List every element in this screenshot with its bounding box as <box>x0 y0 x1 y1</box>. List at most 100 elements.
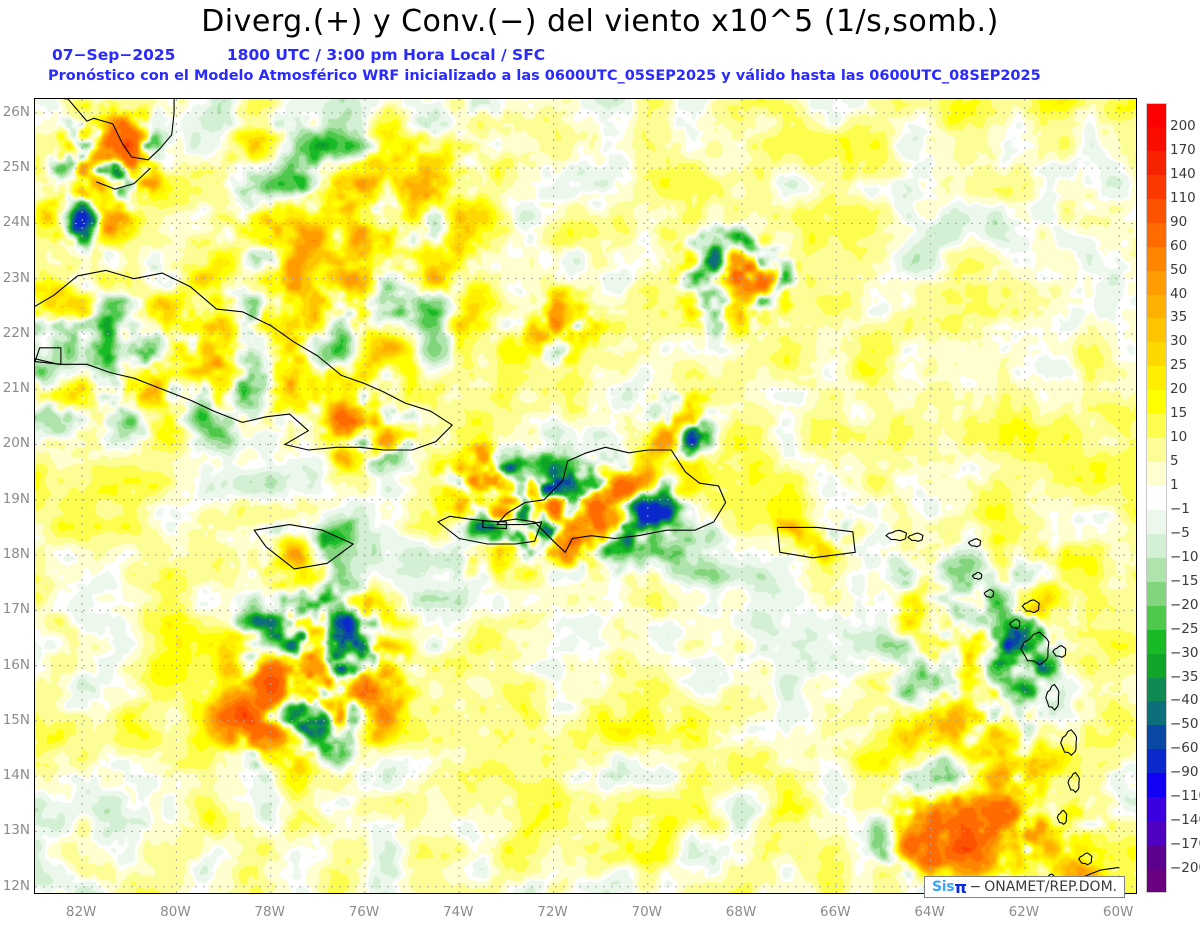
colorbar-tick-9: 30 <box>1170 333 1188 350</box>
colorbar-tick-4: 90 <box>1170 213 1188 230</box>
watermark-sis-text: Sis <box>932 879 955 895</box>
colorbar-tick-2: 140 <box>1170 165 1196 182</box>
lat-tick-13N: 13N <box>2 822 30 839</box>
coastline-florida-keys <box>96 167 151 190</box>
colorbar-tick-1: 170 <box>1170 141 1196 158</box>
colorbar-tick-5: 60 <box>1170 237 1188 254</box>
colorbar-cell-26 <box>1146 725 1167 750</box>
colorbar-tick-31: −200 <box>1170 860 1200 877</box>
lon-tick-76W: 76W <box>348 904 380 920</box>
colorbar-tick-26: −60 <box>1170 740 1199 757</box>
lat-tick-25N: 25N <box>2 159 30 176</box>
coastline-cuba <box>35 269 453 451</box>
colorbar-cell-19 <box>1146 557 1167 582</box>
page-title: Diverg.(+) y Conv.(−) del viento x10^5 (… <box>201 4 999 39</box>
colorbar-cell-8 <box>1146 294 1167 319</box>
coastline-lesser-antilles-8 <box>1052 645 1067 658</box>
colorbar-tick-6: 50 <box>1170 261 1188 278</box>
coastline-lesser-antilles-3 <box>971 571 983 580</box>
coastline-hispaniola <box>437 446 727 553</box>
lon-tick-68W: 68W <box>725 904 757 920</box>
colorbar-cell-24 <box>1146 677 1167 702</box>
colorbar-cell-25 <box>1146 701 1167 726</box>
colorbar-cell-5 <box>1146 222 1167 247</box>
colorbar-cell-21 <box>1146 605 1167 630</box>
colorbar-tick-19: −15 <box>1170 572 1199 589</box>
colorbar-cell-32 <box>1146 869 1167 893</box>
colorbar-tick-12: 15 <box>1170 405 1188 422</box>
lon-tick-72W: 72W <box>537 904 568 920</box>
colorbar-tick-24: −40 <box>1170 692 1199 709</box>
lon-tick-78W: 78W <box>254 904 285 920</box>
colorbar-tick-27: −90 <box>1170 764 1199 781</box>
lon-tick-64W: 64W <box>914 904 945 920</box>
colorbar-tick-13: 10 <box>1170 429 1188 446</box>
colorbar-tick-20: −20 <box>1170 596 1199 613</box>
watermark-organization: ONAMET/REP.DOM. <box>984 879 1118 895</box>
lon-tick-60W: 60W <box>1102 904 1134 920</box>
colorbar-cell-29 <box>1146 797 1167 822</box>
lat-tick-16N: 16N <box>2 656 30 673</box>
coastline-overlay <box>35 99 1120 893</box>
colorbar-cell-28 <box>1146 773 1167 798</box>
colorbar-cell-3 <box>1146 174 1167 199</box>
colorbar-tick-8: 35 <box>1170 309 1188 326</box>
colorbar-cell-30 <box>1146 821 1167 846</box>
colorbar-scale <box>1146 103 1167 893</box>
colorbar-cell-22 <box>1146 629 1167 654</box>
lon-tick-70W: 70W <box>631 904 663 920</box>
lat-tick-21N: 21N <box>2 380 30 397</box>
colorbar-tick-17: −5 <box>1170 524 1190 541</box>
colorbar-tick-28: −110 <box>1170 788 1200 805</box>
colorbar-cell-13 <box>1146 414 1167 439</box>
colorbar-cell-14 <box>1146 438 1167 463</box>
colorbar-tick-21: −25 <box>1170 620 1199 637</box>
coastline-lesser-antilles-5 <box>1009 618 1021 630</box>
colorbar-tick-14: 5 <box>1170 453 1179 470</box>
colorbar-cell-7 <box>1146 270 1167 295</box>
coastline-lesser-antilles-14 <box>1078 852 1093 866</box>
colorbar-cell-23 <box>1146 653 1167 678</box>
colorbar-tick-15: 1 <box>1170 477 1179 494</box>
colorbar-cell-1 <box>1146 126 1167 151</box>
forecast-time-info: 1800 UTC / 3:00 pm Hora Local / SFC <box>226 46 546 64</box>
coastline-lesser-antilles-0 <box>885 529 908 542</box>
coastline-lesser-antilles-6 <box>1021 599 1040 614</box>
colorbar-tick-22: −30 <box>1170 644 1199 661</box>
coastline-florida <box>62 99 175 161</box>
coastline-lesser-antilles-10 <box>1060 729 1078 756</box>
coastline-lesser-antilles-12 <box>1056 809 1068 825</box>
coastline-lesser-antilles-9 <box>1045 683 1060 711</box>
lat-tick-26N: 26N <box>2 103 30 120</box>
colorbar-cell-18 <box>1146 533 1167 558</box>
colorbar-tick-16: −1 <box>1170 500 1190 517</box>
colorbar-tick-10: 25 <box>1170 357 1188 374</box>
colorbar-cell-17 <box>1146 509 1167 534</box>
lat-tick-24N: 24N <box>2 214 30 231</box>
coastline-puerto-rico <box>776 526 856 559</box>
colorbar-tick-30: −170 <box>1170 836 1200 853</box>
coastline-isla-juventud <box>35 347 62 365</box>
lon-tick-62W: 62W <box>1008 904 1040 920</box>
lat-tick-15N: 15N <box>2 711 30 728</box>
colorbar-cell-27 <box>1146 749 1167 774</box>
lon-tick-66W: 66W <box>820 904 851 920</box>
colorbar-tick-7: 40 <box>1170 285 1188 302</box>
colorbar-cell-2 <box>1146 150 1167 175</box>
colorbar-cell-31 <box>1146 845 1167 869</box>
colorbar-cell-16 <box>1146 486 1167 510</box>
colorbar-tick-23: −35 <box>1170 668 1199 685</box>
divergence-field-heatmap <box>35 99 1136 893</box>
colorbar-cell-10 <box>1146 342 1167 367</box>
map-plot-area <box>34 98 1137 894</box>
forecast-date: 07−Sep−2025 <box>52 46 176 64</box>
lat-tick-18N: 18N <box>2 546 30 563</box>
coastline-lesser-antilles-1 <box>907 532 924 542</box>
colorbar-tick-25: −50 <box>1170 716 1199 733</box>
lon-tick-80W: 80W <box>160 904 191 920</box>
colorbar-tick-11: 20 <box>1170 381 1188 398</box>
coastline-lesser-antilles-2 <box>967 538 982 548</box>
colorbar-tick-18: −10 <box>1170 548 1199 565</box>
coastline-lesser-antilles-7 <box>1020 631 1050 666</box>
lat-tick-22N: 22N <box>2 324 30 341</box>
